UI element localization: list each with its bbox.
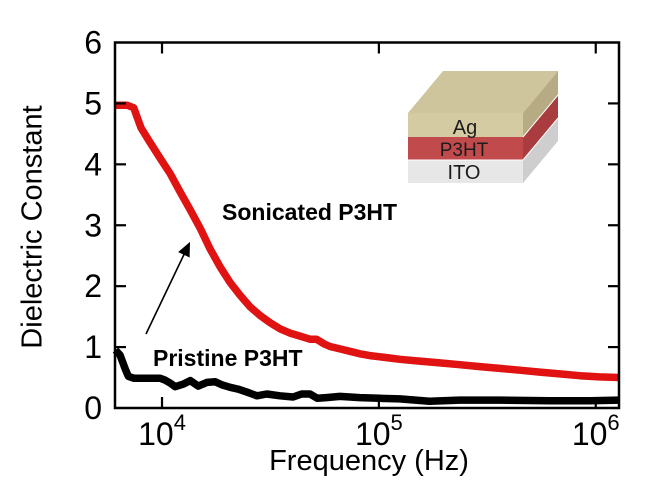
y-tick-label: 2 <box>84 268 102 304</box>
inset-ito-label: ITO <box>448 162 481 184</box>
y-axis-title: Dielectric Constant <box>16 105 49 349</box>
plot-area: 104 105 106 0 1 2 3 4 5 6 <box>84 25 621 452</box>
pristine-series-label: Pristine P3HT <box>153 345 303 371</box>
inset-layer-divider <box>522 117 559 161</box>
inset-ag-label: Ag <box>453 117 477 139</box>
annotation-arrow <box>145 241 191 335</box>
inset-p3ht-side-face <box>523 95 558 160</box>
inset-ag-top-face <box>408 71 558 113</box>
series-line-1 <box>112 347 620 406</box>
y-tick-label: 4 <box>84 146 102 182</box>
inset-ito-front-face <box>408 160 523 183</box>
inset-ito-side-face <box>523 118 558 183</box>
sonicated-series-label: Sonicated P3HT <box>222 199 398 225</box>
inset-p3ht-front-face <box>408 137 523 160</box>
y-tick-label: 0 <box>84 390 102 426</box>
device-inset: Ag P3HT ITO <box>408 71 559 184</box>
inset-p3ht-label: P3HT <box>440 140 489 161</box>
x-tick-label: 105 <box>355 410 403 452</box>
series-line-0 <box>115 101 620 382</box>
y-tick-label: 6 <box>84 25 102 61</box>
y-tick-label: 5 <box>84 85 102 121</box>
y-tick-label: 3 <box>84 207 102 243</box>
x-tick-label: 106 <box>572 410 620 452</box>
x-tick-label: 104 <box>138 410 186 452</box>
y-tick-label: 1 <box>84 329 102 365</box>
inset-ag-side-face <box>523 71 558 137</box>
inset-layer-divider <box>522 94 559 138</box>
inset-ag-front-face <box>408 113 523 137</box>
x-axis-title: Frequency (Hz) <box>269 445 469 477</box>
